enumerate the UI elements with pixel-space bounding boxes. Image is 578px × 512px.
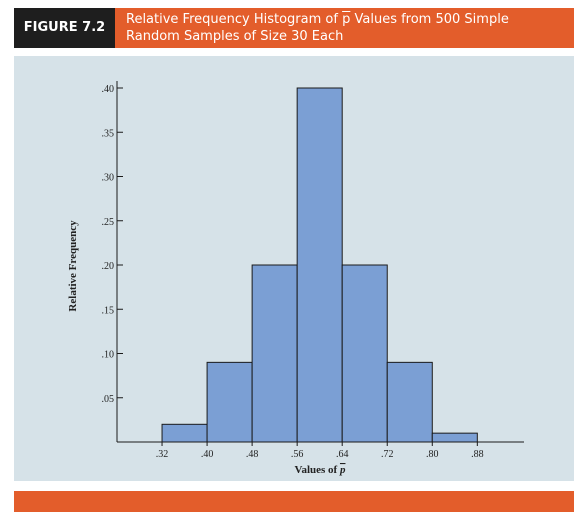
y-tick-label-5: .25	[102, 217, 115, 228]
y-axis-label: Relative Frequency	[67, 220, 79, 312]
y-tick-label-7: .35	[102, 128, 115, 139]
figure-title-line2: Random Samples of Size 30 Each	[126, 29, 344, 44]
histogram-bar-5	[341, 264, 388, 443]
y-tick-label-3: .15	[102, 305, 115, 316]
histogram-bar-1	[161, 423, 208, 443]
x-axis-label: Values of p	[295, 464, 346, 476]
x-tick-label-6: .72	[381, 449, 394, 460]
histogram-bar-4	[296, 87, 343, 443]
figure-title-start: Relative Frequency Histogram of	[126, 12, 343, 27]
histogram-bar-6	[386, 361, 433, 443]
histogram-bar-7	[431, 432, 478, 443]
figure-title: Relative Frequency Histogram of p Values…	[126, 11, 566, 45]
y-tick-label-4: .20	[102, 261, 115, 272]
y-tick-label-6: .30	[102, 173, 115, 184]
footer-bar	[14, 491, 574, 512]
histogram-chart: .05 .10 .15 .20 .25 .30 .35 .40 .32 .40 .48 .56 .64.…	[67, 81, 524, 476]
figure-title-variable: p	[342, 12, 351, 27]
figure-header: FIGURE 7.2 Relative Frequency Histogram …	[14, 8, 574, 48]
x-tick-label-7: .80	[426, 449, 439, 460]
x-tick-label-1: .32	[156, 449, 169, 460]
y-tick-label-2: .10	[102, 350, 115, 361]
y-tick-label-8: .40	[102, 84, 115, 95]
x-tick-label-8: .88	[471, 449, 484, 460]
x-tick-label-2: .40	[201, 449, 214, 460]
figure-label: FIGURE 7.2	[14, 8, 115, 48]
x-tick-label-5: .64	[336, 449, 349, 460]
y-tick-label-1: .05	[102, 394, 115, 405]
x-tick-label-3: .48	[246, 449, 259, 460]
figure-title-end: Values from 500 Simple	[350, 12, 509, 27]
histogram-bar-3	[251, 264, 298, 443]
x-tick-label-4: .56	[291, 449, 304, 460]
chart-panel: .05 .10 .15 .20 .25 .30 .35 .40 .32 .40 .48 .56 .64.…	[14, 56, 574, 481]
histogram-bar-2	[206, 361, 253, 443]
